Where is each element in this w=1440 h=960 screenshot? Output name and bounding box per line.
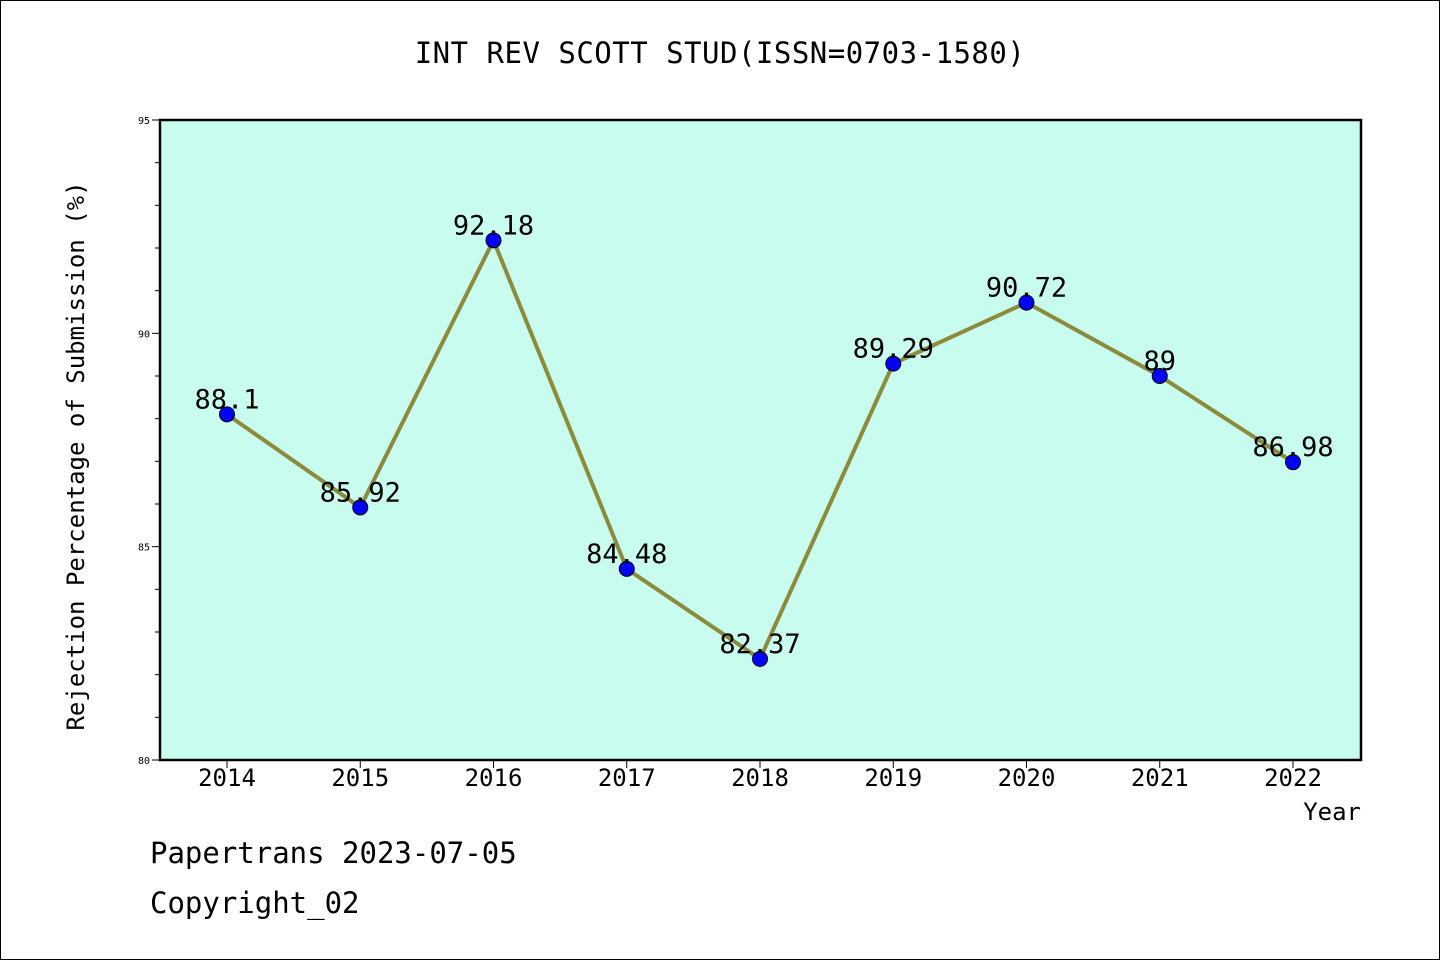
- data-label: 88.1: [194, 384, 259, 415]
- data-point: [352, 499, 369, 516]
- y-tick-label: 95: [138, 116, 150, 127]
- x-tick-label: 2019: [864, 764, 922, 792]
- x-tick-label: 2016: [465, 764, 523, 792]
- data-point: [618, 560, 635, 577]
- data-label: 82.37: [719, 629, 800, 660]
- x-tick-label: 2018: [731, 764, 789, 792]
- y-tick-label: 85: [138, 543, 150, 554]
- x-tick-label: 2015: [331, 764, 389, 792]
- x-tick-label: 2022: [1264, 764, 1322, 792]
- y-axis-label: Rejection Percentage of Submission (%): [62, 181, 90, 730]
- data-label: 90.72: [986, 273, 1067, 304]
- y-tick-label: 80: [138, 756, 150, 767]
- data-label: 86.98: [1252, 432, 1333, 463]
- footer-date: Papertrans 2023-07-05: [150, 836, 517, 870]
- data-point: [885, 355, 902, 372]
- x-tick-label: 2017: [598, 764, 656, 792]
- data-point: [1285, 454, 1301, 471]
- plot-border: [158, 118, 1363, 762]
- data-label: 92.18: [453, 210, 534, 241]
- chart-title: INT REV SCOTT STUD(ISSN=0703-1580): [414, 36, 1026, 70]
- x-tick-label: 2020: [998, 764, 1056, 792]
- x-tick-label: 2014: [198, 764, 256, 792]
- data-label: 89.29: [853, 334, 934, 365]
- x-tick-label: 2021: [1131, 764, 1189, 792]
- data-point: [1018, 294, 1035, 311]
- data-label: 85.92: [320, 477, 401, 508]
- data-point: [485, 232, 502, 249]
- data-point: [219, 406, 235, 423]
- data-point: [1151, 368, 1168, 384]
- x-axis-label: Year: [1303, 798, 1361, 826]
- y-tick-label: 90: [138, 329, 150, 340]
- footer-copyright: Copyright_02: [150, 886, 360, 920]
- data-label: 84.48: [586, 539, 667, 570]
- data-label: 89: [1143, 346, 1176, 377]
- data-point: [752, 650, 768, 667]
